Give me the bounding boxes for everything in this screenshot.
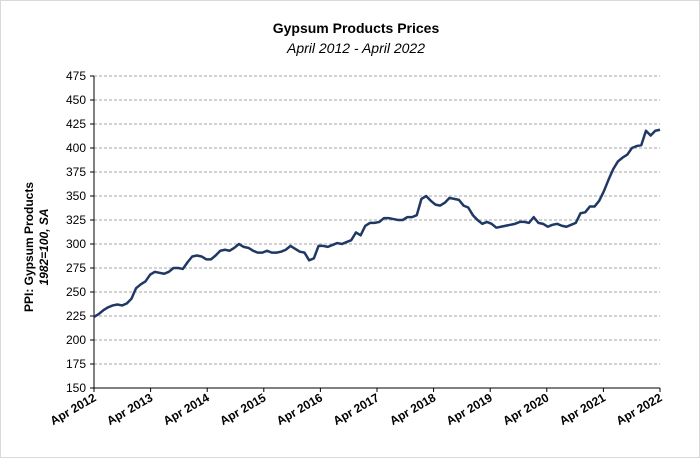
y-tick-label: 200: [66, 333, 86, 347]
x-tick-label: Apr 2021: [557, 390, 608, 428]
chart-subtitle: April 2012 - April 2022: [286, 40, 425, 56]
x-tick-label: Apr 2013: [104, 390, 155, 428]
y-tick-label: 150: [66, 381, 86, 395]
y-tick-label: 275: [66, 261, 86, 275]
y-tick-label: 175: [66, 357, 86, 371]
y-tick-label: 350: [66, 189, 86, 203]
series-line-gypsum-ppi: [93, 128, 661, 319]
y-tick-label: 375: [66, 165, 86, 179]
x-tick-label: Apr 2017: [331, 390, 382, 428]
x-tick-label: Apr 2012: [48, 390, 99, 428]
y-tick-label: 450: [66, 93, 86, 107]
y-tick-label: 425: [66, 117, 86, 131]
y-axis-label-line1: PPI: Gypsum Products: [22, 182, 36, 312]
y-tick-label: 250: [66, 285, 86, 299]
x-tick-label: Apr 2019: [444, 390, 495, 428]
gridlines: [94, 75, 660, 365]
x-tick-label: Apr 2016: [274, 390, 325, 428]
y-axis-ticks: 150 175 200 225 250 275 300 325 350 375 400 425 450 4…: [66, 69, 94, 395]
x-tick-label: Apr 2015: [217, 390, 268, 428]
y-tick-label: 225: [66, 309, 86, 323]
y-tick-label: 300: [66, 237, 86, 251]
y-axis-label-line2: 1982=100, SA: [37, 208, 51, 285]
x-tick-label: Apr 2018: [387, 390, 438, 428]
x-tick-label: Apr 2020: [500, 390, 551, 428]
y-tick-label: 475: [66, 69, 86, 83]
y-tick-label: 400: [66, 141, 86, 155]
y-tick-label: 325: [66, 213, 86, 227]
chart-title: Gypsum Products Prices: [273, 20, 440, 36]
x-tick-label: Apr 2022: [614, 390, 665, 428]
x-axis-ticks: Apr 2012 Apr 2013 Apr 2014 Apr 2015 Apr 2016…: [48, 388, 665, 428]
x-tick-label: Apr 2014: [161, 390, 212, 428]
